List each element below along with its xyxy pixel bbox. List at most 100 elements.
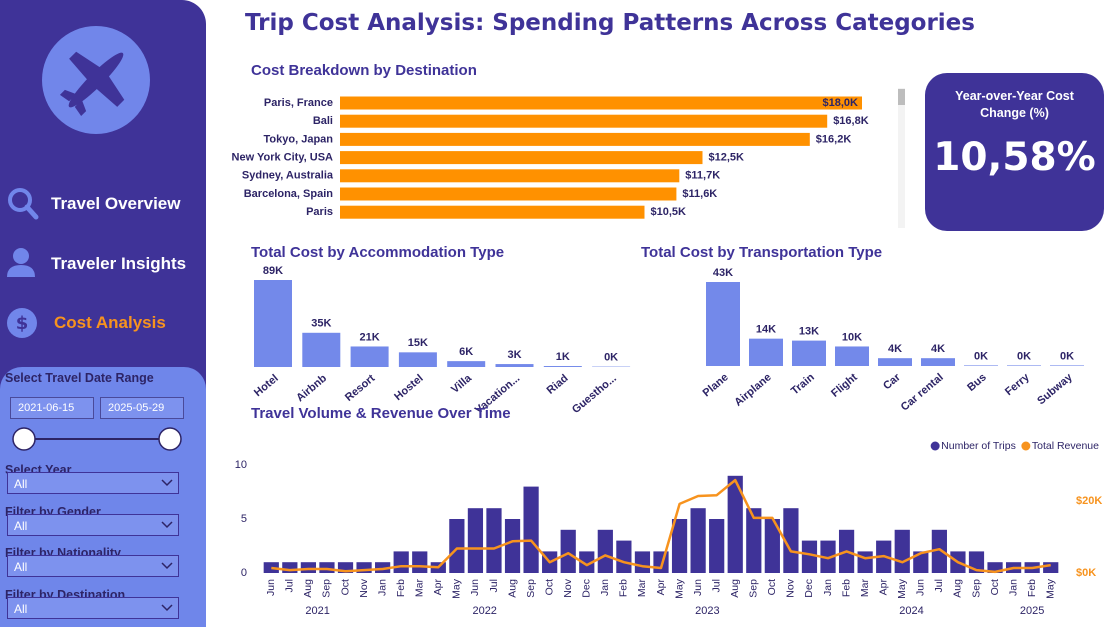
bar [337, 562, 354, 573]
bar [340, 169, 680, 183]
x-tick-label: Mar [414, 579, 426, 598]
chevron [161, 603, 173, 611]
y-tick-label: 0 [241, 567, 247, 579]
bar [964, 365, 998, 366]
legend-marker [930, 441, 940, 451]
bar [393, 551, 409, 573]
bar [878, 358, 912, 366]
kpi-card: Year-over-Year Cost Change (%) 10,58% [925, 73, 1104, 231]
bar [616, 540, 632, 573]
data-label: 6K [459, 346, 473, 358]
date-start[interactable]: 2021-06-15 [10, 397, 94, 419]
x-tick-label: Apr [877, 579, 889, 596]
x-tick-label: Sep [525, 579, 537, 598]
x-tick-label: May [451, 578, 463, 599]
chart-title: Total Cost by Transportation Type [641, 244, 882, 261]
page-title: Trip Cost Analysis: Spending Patterns Ac… [245, 10, 975, 36]
x-tick-label: Airplane [732, 371, 773, 408]
x-tick-label: Jun [265, 579, 277, 596]
nav-label[interactable]: Traveler Insights [51, 254, 187, 273]
y-tick-label: Bali [313, 115, 333, 127]
bar [634, 551, 651, 573]
x-tick-label: Aug [952, 579, 964, 598]
y-tick-label: New York City, USA [232, 152, 334, 164]
dropdown[interactable]: All [7, 472, 179, 494]
x-tick-label: Dec [803, 579, 815, 598]
bar [504, 519, 521, 573]
y-tick-label: Sydney, Australia [242, 170, 334, 182]
scrollbar-thumb[interactable] [898, 89, 905, 105]
scrollbar-track[interactable] [898, 88, 905, 228]
bar [894, 529, 910, 573]
data-label: 15K [408, 337, 428, 349]
slider-handle[interactable] [158, 427, 182, 451]
dropdown[interactable]: All [7, 596, 179, 619]
bar [727, 475, 743, 573]
nav-label[interactable]: Cost Analysis [54, 313, 166, 332]
x-tick-label: Aug [506, 579, 518, 598]
x-group-label: 2023 [695, 605, 719, 617]
x-tick-label: Oct [543, 579, 555, 595]
bar [412, 551, 428, 573]
bar [749, 338, 783, 366]
bar [486, 508, 502, 573]
bar [350, 346, 389, 367]
data-label: 35K [311, 318, 331, 330]
filter-panel: Select Travel Date Range 2021-06-15 2025… [0, 367, 206, 627]
x-tick-label: Resort [343, 372, 378, 404]
bar [653, 551, 669, 573]
x-tick-label: Nov [358, 578, 370, 597]
bar [467, 508, 484, 573]
bar [447, 361, 486, 367]
x-tick-label: Flight [829, 371, 860, 400]
data-label: 14K [756, 324, 776, 336]
bar [857, 551, 873, 573]
slider-handle[interactable] [12, 427, 36, 451]
nav-label[interactable]: Travel Overview [51, 194, 181, 213]
nav-item[interactable]: $ Cost Analysis [0, 303, 206, 343]
bar [340, 187, 677, 201]
x-tick-label: Feb [840, 579, 852, 597]
bar [987, 562, 1003, 573]
logo [42, 26, 150, 134]
dropdown-value: All [14, 518, 28, 533]
x-tick-label: Villa [449, 372, 475, 396]
bar [801, 540, 818, 573]
filter-label: Select Travel Date Range [5, 371, 154, 385]
data-label: $12,5K [709, 152, 745, 164]
data-label: $11,6K [682, 188, 717, 200]
x-tick-label: Nov [562, 578, 574, 597]
x-tick-label: Bus [965, 371, 989, 394]
y-tick-label: 10 [235, 459, 247, 471]
x-tick-label: Jul [284, 579, 296, 592]
nav-item[interactable]: Travel Overview [0, 184, 206, 224]
x-tick-label: Mar [859, 579, 871, 598]
bar [746, 508, 762, 573]
date-slider[interactable] [0, 424, 206, 454]
nav-item[interactable]: Traveler Insights [0, 244, 206, 284]
bar [690, 508, 706, 573]
dropdown[interactable]: All [7, 513, 179, 536]
x-tick-label: Jan [599, 579, 611, 596]
bar [560, 529, 576, 573]
bar [356, 562, 372, 573]
bar [340, 114, 828, 128]
chevron [161, 479, 173, 487]
bar [495, 364, 534, 367]
bar [783, 508, 799, 573]
x-tick-label: Feb [1026, 579, 1038, 597]
date-end[interactable]: 2025-05-29 [100, 397, 184, 419]
x-tick-label: Guestho... [570, 372, 619, 416]
chart-title: Total Cost by Accommodation Type [251, 244, 504, 261]
data-label: $11,7K [685, 170, 720, 182]
chart-title: Cost Breakdown by Destination [251, 62, 477, 79]
bar [835, 346, 869, 366]
y2-tick-label: $20K [1076, 495, 1102, 507]
x-tick-label: Jun [692, 579, 704, 596]
bar [254, 280, 292, 367]
dropdown[interactable]: All [7, 555, 179, 577]
bar [340, 151, 703, 165]
data-label: 4K [888, 343, 902, 355]
chevron [161, 562, 173, 570]
y2-tick-label: $0K [1076, 567, 1096, 579]
